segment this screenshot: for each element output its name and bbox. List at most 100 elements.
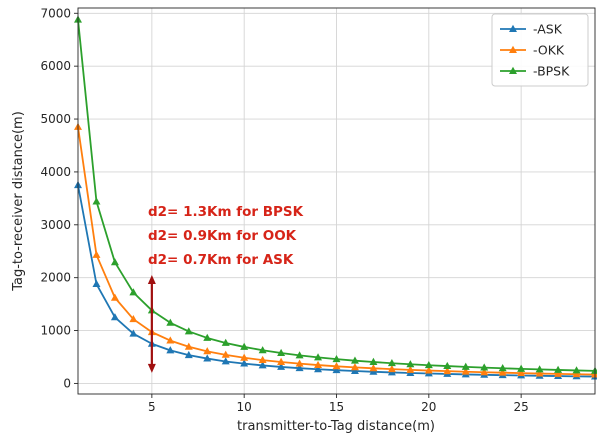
data-point [424,361,433,369]
data-point [184,327,193,335]
data-point [350,363,359,371]
data-point [166,336,175,344]
data-point [443,361,452,370]
data-point [461,367,470,375]
data-point [332,362,341,370]
data-point [221,338,230,346]
y-tick-label: 4000 [40,165,71,179]
data-point [166,318,175,326]
data-point [387,359,396,367]
data-point [184,350,193,359]
arrow-head-down [147,363,156,373]
annotation-group: d2= 1.3Km for BPSK d2= 0.9Km for OOK d2= 0… [148,204,304,268]
data-point [498,368,507,376]
y-tick-label: 2000 [40,271,71,285]
legend-entry: -BPSK [500,64,570,79]
data-point [480,368,489,376]
data-point [203,333,212,341]
data-point [461,362,470,370]
data-point [203,347,212,355]
data-point [387,364,396,373]
legend-marker [509,45,517,53]
data-point [258,346,267,354]
data-point [406,365,415,373]
data-point [221,357,230,365]
data-point [350,356,359,364]
y-tick-label: 5000 [40,112,71,126]
data-point [535,365,544,373]
legend-marker [509,24,517,32]
data-point [129,314,138,323]
data-point [258,361,267,369]
data-point [258,355,267,364]
x-tick-label: 25 [514,400,529,414]
data-point [314,353,323,361]
data-point [295,359,304,367]
legend-label: -OKK [533,43,565,58]
data-point [110,313,119,321]
series-group [74,15,597,380]
data-point [110,258,119,266]
ticks: 5 10 15 20 25 0 1000 2000 3000 4000 5000 6000 7000 [40,6,528,414]
legend-marker [509,66,517,74]
data-point [554,369,563,377]
data-point [591,366,597,374]
data-point [240,359,249,367]
x-tick-label: 5 [148,400,156,414]
data-point [92,197,101,205]
data-point [517,368,526,377]
series-bpsk [74,15,597,374]
y-tick-label: 1000 [40,324,71,338]
annotation-label: d2= 0.9Km for OOK [148,228,297,244]
data-point [517,364,526,372]
annotation-label: d2= 0.7Km for ASK [148,252,294,268]
data-point [314,365,323,373]
annotation-label: d2= 1.3Km for BPSK [148,204,304,220]
data-point [332,366,341,374]
data-point [129,329,138,337]
y-axis-title: Tag-to-receiver distance(m) [11,111,26,292]
data-point [277,348,286,356]
data-point [92,279,101,287]
y-tick-label: 7000 [40,6,71,20]
data-point [203,354,212,362]
data-point [295,351,304,359]
arrow-head-up [147,275,156,285]
data-point [369,357,378,365]
data-point [480,363,489,371]
data-point [535,369,544,377]
legend-entry: -OKK [500,43,565,58]
data-point [554,365,563,373]
legend: -ASK -OKK -BPSK [491,13,589,87]
data-point [277,357,286,365]
y-tick-label: 0 [63,376,71,390]
data-point [498,364,507,372]
data-point [184,342,193,350]
data-point [92,250,101,258]
data-point [572,370,581,378]
data-point [424,366,433,374]
data-point [443,366,452,375]
data-point [314,360,323,369]
series-ask [74,180,597,380]
data-point [369,364,378,372]
data-point [221,350,230,358]
legend-entry: -ASK [500,22,563,37]
data-point [240,342,249,350]
data-point [110,293,119,301]
x-axis-title: transmitter-to-Tag distance(m) [237,419,435,434]
legend-label: -ASK [533,22,563,37]
data-point [406,360,415,368]
grid [78,8,595,394]
data-point [166,346,175,354]
data-point [295,363,304,372]
data-point [572,366,581,374]
x-tick-label: 15 [329,400,344,414]
x-tick-label: 10 [237,400,252,414]
y-tick-label: 6000 [40,59,71,73]
legend-label: -BPSK [533,64,570,79]
data-point [277,362,286,370]
data-point [240,353,249,361]
